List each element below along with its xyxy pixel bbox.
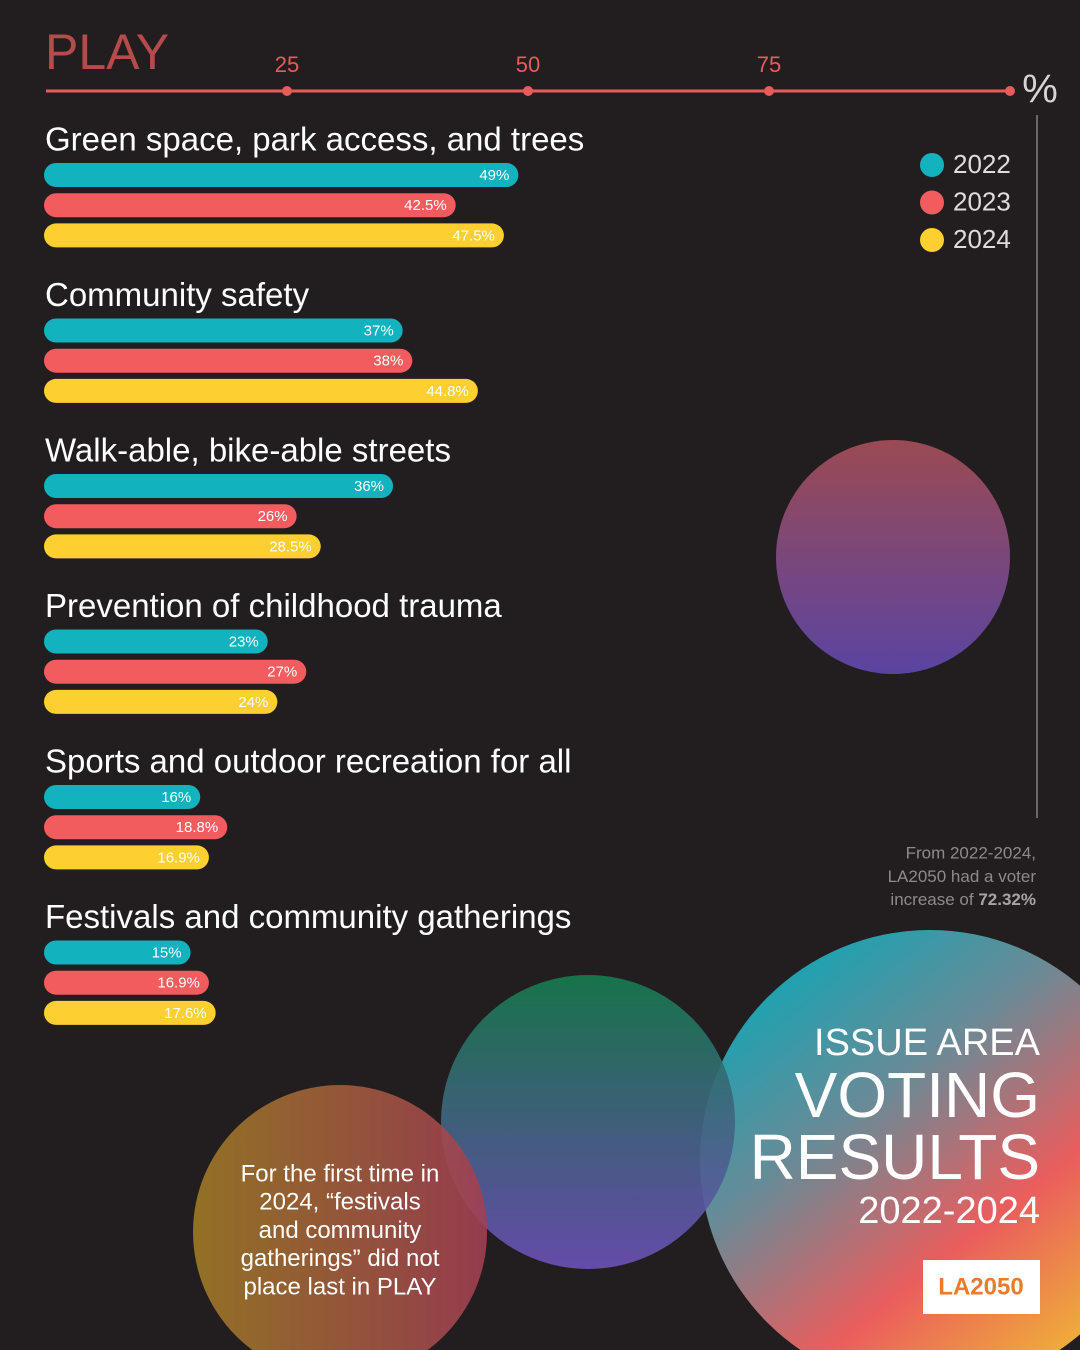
heading-kicker: ISSUE AREA — [814, 1022, 1041, 1064]
legend-swatch — [920, 190, 944, 215]
axis-label: % — [1022, 68, 1058, 112]
category-label: Prevention of childhood trauma — [45, 587, 502, 624]
decor-circle — [193, 1085, 487, 1350]
decor-circle — [441, 975, 735, 1269]
value-label: 18.8% — [176, 819, 219, 836]
value-label: 15% — [152, 944, 182, 961]
callout-line: For the first time in — [241, 1160, 440, 1187]
bar — [44, 785, 201, 809]
bar — [44, 970, 209, 995]
tick-mark — [282, 86, 292, 96]
bar — [44, 223, 504, 248]
logo-box — [923, 1260, 1040, 1314]
bar — [44, 940, 191, 965]
legend-swatch — [920, 228, 944, 252]
bar — [44, 474, 394, 498]
bar — [44, 815, 228, 840]
bar — [44, 193, 456, 218]
legend-label: 2022 — [953, 149, 1011, 179]
value-label: 16% — [161, 789, 191, 806]
heading-line: RESULTS — [750, 1121, 1040, 1193]
legend-swatch — [920, 153, 944, 177]
decor-circle — [776, 440, 1010, 674]
legend-label: 2023 — [953, 186, 1011, 216]
x-tick-label: 50 — [516, 52, 540, 77]
value-label: 36% — [354, 478, 384, 495]
chart-title: PLAY — [45, 24, 169, 80]
value-label: 26% — [258, 508, 288, 525]
value-label: 23% — [229, 633, 259, 650]
value-label: 24% — [238, 694, 268, 711]
note-line: increase of 72.32% — [890, 890, 1036, 909]
tick-mark — [764, 86, 774, 96]
value-label: 17.6% — [164, 1005, 207, 1022]
heading-line: VOTING — [795, 1059, 1040, 1131]
bar — [44, 629, 268, 654]
decor-circle — [700, 930, 1080, 1350]
value-label: 27% — [267, 664, 297, 681]
value-label: 47.5% — [452, 227, 495, 244]
note-highlight: 72.32% — [978, 890, 1036, 909]
category-label: Community safety — [45, 276, 310, 313]
value-label: 49% — [479, 167, 509, 184]
logo: LA2050 — [938, 1273, 1023, 1300]
value-label: 16.9% — [157, 849, 200, 866]
category-label: Walk-able, bike-able streets — [45, 432, 451, 469]
bar — [44, 504, 297, 529]
value-label: 38% — [373, 353, 403, 370]
heading-years: 2022-2024 — [858, 1190, 1040, 1232]
category-label: Festivals and community gatherings — [45, 898, 571, 935]
legend-label: 2024 — [953, 224, 1011, 254]
bar — [44, 163, 519, 187]
x-tick-label: 75 — [757, 52, 781, 77]
bar — [44, 534, 321, 559]
axis-end — [1005, 86, 1015, 96]
bar — [44, 845, 209, 870]
bar — [44, 689, 278, 714]
callout-line: gatherings” did not — [241, 1245, 440, 1272]
callout-line: and community — [259, 1217, 422, 1244]
bar — [44, 1000, 216, 1025]
category-label: Green space, park access, and trees — [45, 121, 584, 158]
value-label: 16.9% — [157, 975, 200, 992]
bar — [44, 378, 478, 403]
note-text: increase of — [890, 890, 973, 909]
bar — [44, 348, 413, 373]
value-label: 44.8% — [426, 383, 469, 400]
callout-line: 2024, “festivals — [259, 1189, 420, 1216]
category-label: Sports and outdoor recreation for all — [45, 743, 571, 780]
note-line: From 2022-2024, — [906, 843, 1036, 862]
value-label: 42.5% — [404, 197, 447, 214]
tick-mark — [523, 86, 533, 96]
value-label: 28.5% — [269, 538, 312, 555]
bar — [44, 318, 403, 343]
bar — [44, 659, 307, 684]
value-label: 37% — [364, 322, 394, 339]
note-line: LA2050 had a voter — [888, 867, 1037, 886]
callout-line: place last in PLAY — [244, 1274, 437, 1301]
x-tick-label: 25 — [275, 52, 299, 77]
